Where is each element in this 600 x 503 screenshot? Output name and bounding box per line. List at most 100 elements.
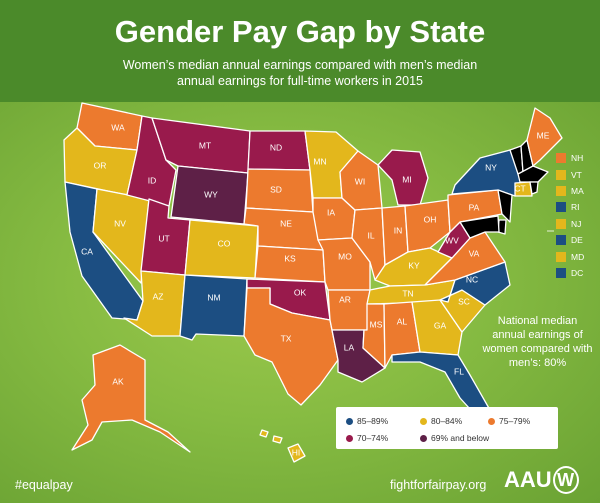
small-state-label: MD: [571, 251, 585, 262]
state-ny: [451, 149, 523, 197]
state-co: [184, 219, 259, 279]
small-state-swatch: [556, 218, 566, 229]
label-nc: NC: [466, 274, 478, 284]
label-ne: NE: [280, 218, 292, 228]
small-state-label: DC: [571, 267, 584, 278]
legend-dot-70-74: [346, 434, 353, 442]
label-ct: CT: [514, 183, 525, 193]
label-or: OR: [94, 160, 107, 170]
label-wy: WY: [204, 189, 218, 199]
legend-item-85-89: 85–89%: [346, 416, 388, 426]
label-sd: SD: [270, 184, 282, 194]
legend-dot-80-84: [420, 417, 427, 425]
state-mi: [377, 149, 429, 206]
label-pa: PA: [469, 202, 480, 212]
legend-label-75-79: 75–79%: [499, 416, 531, 426]
label-mi: MI: [402, 174, 411, 184]
state-me: [526, 107, 563, 167]
label-sc: SC: [458, 296, 470, 306]
small-state-swatch: [556, 251, 566, 262]
state-ks: [254, 245, 326, 283]
label-la: LA: [344, 342, 355, 352]
label-in: IN: [394, 225, 403, 235]
label-co: CO: [218, 238, 231, 248]
legend-label-69-below: 69% and below: [431, 433, 490, 443]
small-state-label: NH: [571, 153, 584, 164]
color-legend: 85–89% 80–84% 75–79% 70–74% 69% and belo…: [336, 407, 558, 449]
small-state-vt: VT: [556, 166, 600, 182]
small-state-swatch: [556, 185, 566, 196]
label-wi: WI: [355, 176, 365, 186]
subtitle-line-2: annual earnings for full-time workers in…: [177, 74, 423, 88]
label-tn: TN: [402, 288, 413, 298]
legend-dot-69-below: [420, 434, 427, 442]
label-ca: CA: [81, 246, 93, 256]
label-tx: TX: [281, 333, 292, 343]
page-subtitle: Women’s median annual earnings compared …: [0, 57, 600, 89]
label-al: AL: [397, 316, 408, 326]
label-ak: AK: [112, 376, 124, 386]
page-title: Gender Pay Gap by State: [114, 14, 486, 49]
state-ak: [71, 344, 191, 453]
label-hi: HI: [292, 447, 301, 457]
small-state-label: RI: [571, 202, 580, 213]
small-state-label: DE: [571, 235, 583, 246]
legend-item-80-84: 80–84%: [420, 416, 462, 426]
label-ga: GA: [434, 320, 447, 330]
state-hi-islet: [272, 435, 283, 444]
label-il: IL: [367, 230, 374, 240]
logo-text: AAU: [504, 467, 552, 492]
state-hi-islet: [259, 429, 269, 438]
small-state-nh: NH: [556, 150, 600, 166]
state-oh: [404, 199, 451, 253]
label-ia: IA: [327, 207, 335, 217]
state-ga: [411, 299, 463, 356]
small-state-swatch: [556, 202, 566, 213]
label-ny: NY: [485, 162, 497, 172]
legend-item-69-below: 69% and below: [420, 433, 489, 443]
label-fl: FL: [454, 366, 464, 376]
header-banner: Gender Pay Gap by State Women’s median a…: [0, 0, 600, 102]
label-nv: NV: [114, 218, 126, 228]
hashtag: #equalpay: [15, 478, 73, 492]
state-nj: [497, 189, 513, 223]
legend-label-85-89: 85–89%: [357, 416, 389, 426]
legend-label-70-74: 70–74%: [357, 433, 389, 443]
label-az: AZ: [153, 291, 164, 301]
small-state-ma: MA: [556, 183, 600, 199]
small-state-md: MD: [556, 248, 600, 264]
legend-dot-85-89: [346, 417, 353, 425]
small-state-dc: DC: [556, 265, 600, 281]
label-ky: KY: [408, 260, 420, 270]
small-state-swatch: [556, 267, 566, 278]
small-states-legend: NH VT MA RI NJ DE MD DC: [556, 150, 600, 281]
state-hi: [287, 443, 306, 463]
label-me: ME: [537, 130, 550, 140]
small-state-nj: NJ: [556, 216, 600, 232]
label-ar: AR: [339, 294, 351, 304]
small-state-label: VT: [571, 169, 582, 180]
label-ks: KS: [284, 253, 296, 263]
small-state-swatch: [556, 153, 566, 164]
state-ct: [514, 181, 533, 197]
small-state-de: DE: [556, 232, 600, 248]
legend-label-80-84: 80–84%: [431, 416, 463, 426]
small-state-swatch: [556, 169, 566, 180]
state-ma: [517, 165, 549, 183]
label-va: VA: [469, 248, 480, 258]
small-state-label: MA: [571, 185, 584, 196]
label-ok: OK: [294, 287, 307, 297]
small-state-ri: RI: [556, 199, 600, 215]
national-median-note: National median annual earnings of women…: [482, 315, 593, 369]
state-md: [459, 215, 500, 239]
label-ut: UT: [158, 233, 169, 243]
website-link[interactable]: fightforfairpay.org: [390, 478, 487, 492]
small-state-swatch: [556, 235, 566, 246]
label-ms: MS: [370, 319, 383, 329]
legend-dot-75-79: [488, 417, 495, 425]
aauw-logo: AAU W: [504, 466, 579, 494]
small-state-label: NJ: [571, 218, 582, 229]
label-mo: MO: [338, 251, 352, 261]
label-mn: MN: [313, 156, 326, 166]
